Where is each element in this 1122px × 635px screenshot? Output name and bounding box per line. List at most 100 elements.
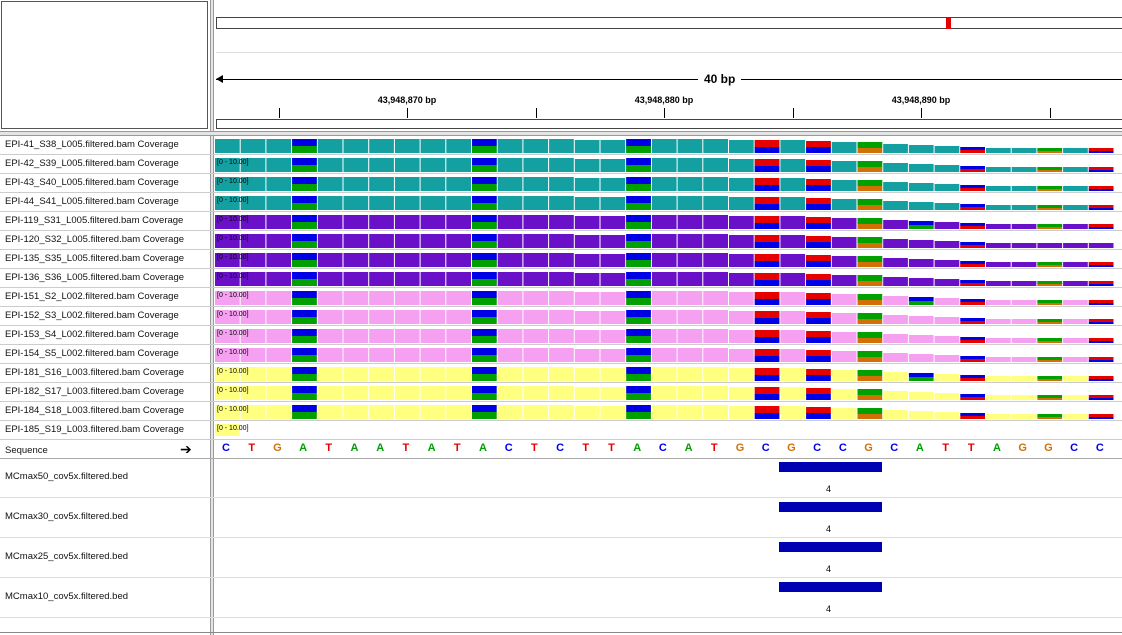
mismatch-allele-bar[interactable]	[1088, 186, 1114, 189]
coverage-bar[interactable]	[703, 272, 728, 286]
mismatch-allele-bar[interactable]	[292, 298, 317, 305]
coverage-bar[interactable]	[240, 291, 266, 305]
mismatch-allele-bar[interactable]	[626, 367, 651, 374]
coverage-bar[interactable]	[1011, 243, 1037, 248]
mismatch-allele-bar[interactable]	[292, 367, 317, 374]
coverage-bar[interactable]	[420, 329, 446, 343]
mismatch-allele-bar[interactable]	[960, 302, 985, 305]
coverage-bar[interactable]	[215, 329, 240, 343]
coverage-bar[interactable]	[986, 376, 1011, 381]
mismatch-allele-bar[interactable]	[626, 279, 651, 286]
mismatch-allele-bar[interactable]	[292, 146, 317, 153]
coverage-bar[interactable]	[934, 165, 960, 172]
mismatch-allele-bar[interactable]	[857, 281, 883, 286]
mismatch-allele-bar[interactable]	[754, 242, 780, 248]
coverage-tracks-area[interactable]	[214, 136, 1122, 436]
coverage-bar[interactable]	[523, 405, 549, 419]
coverage-bar[interactable]	[574, 387, 600, 400]
coverage-bar[interactable]	[446, 405, 471, 419]
coverage-bar[interactable]	[497, 272, 523, 286]
mismatch-allele-bar[interactable]	[1037, 357, 1063, 360]
coverage-bar[interactable]	[394, 367, 420, 381]
coverage-bar[interactable]	[1063, 281, 1088, 286]
mismatch-allele-bar[interactable]	[626, 196, 651, 203]
mismatch-allele-bar[interactable]	[1037, 148, 1063, 151]
mismatch-allele-bar[interactable]	[1088, 284, 1114, 286]
mismatch-allele-bar[interactable]	[472, 355, 497, 362]
mismatch-allele-bar[interactable]	[754, 159, 780, 166]
coverage-bar[interactable]	[908, 202, 934, 210]
mismatch-allele-bar[interactable]	[1037, 151, 1063, 153]
coverage-bar[interactable]	[420, 234, 446, 248]
coverage-bar[interactable]	[677, 310, 703, 324]
coverage-bar[interactable]	[986, 414, 1011, 419]
mismatch-allele-bar[interactable]	[960, 299, 985, 302]
coverage-bar[interactable]	[394, 253, 420, 267]
coverage-bar[interactable]	[523, 158, 549, 172]
mismatch-allele-bar[interactable]	[857, 313, 883, 319]
coverage-bar[interactable]	[729, 349, 754, 362]
coverage-bar[interactable]	[986, 395, 1011, 400]
coverage-bar[interactable]	[780, 178, 806, 191]
mismatch-allele-bar[interactable]	[960, 242, 985, 245]
coverage-bar[interactable]	[549, 139, 574, 153]
coverage-bar[interactable]	[908, 392, 934, 400]
mismatch-allele-bar[interactable]	[908, 221, 934, 225]
mismatch-allele-bar[interactable]	[806, 388, 831, 394]
coverage-bar[interactable]	[883, 258, 908, 267]
coverage-bar[interactable]	[1063, 376, 1088, 381]
coverage-bar[interactable]	[446, 234, 471, 248]
coverage-bar[interactable]	[446, 329, 471, 343]
mismatch-allele-bar[interactable]	[626, 310, 651, 317]
mismatch-allele-bar[interactable]	[626, 405, 651, 412]
coverage-bar[interactable]	[549, 386, 574, 400]
coverage-bar[interactable]	[677, 139, 703, 153]
coverage-bar[interactable]	[523, 215, 549, 229]
coverage-bar[interactable]	[317, 405, 343, 419]
coverage-bar[interactable]	[934, 241, 960, 248]
coverage-bar[interactable]	[651, 405, 677, 419]
coverage-bar[interactable]	[651, 196, 677, 210]
mismatch-allele-bar[interactable]	[1088, 262, 1114, 265]
mismatch-allele-bar[interactable]	[806, 261, 831, 267]
coverage-bar[interactable]	[934, 393, 960, 400]
mismatch-allele-bar[interactable]	[626, 260, 651, 267]
coverage-bar[interactable]	[1011, 376, 1037, 381]
coverage-bar[interactable]	[703, 234, 728, 248]
mismatch-allele-bar[interactable]	[806, 356, 831, 362]
mismatch-allele-bar[interactable]	[472, 348, 497, 355]
mismatch-allele-bar[interactable]	[857, 243, 883, 248]
mismatch-allele-bar[interactable]	[857, 199, 883, 205]
mismatch-allele-bar[interactable]	[857, 294, 883, 300]
mismatch-allele-bar[interactable]	[806, 350, 831, 356]
mismatch-allele-bar[interactable]	[292, 329, 317, 336]
coverage-bar[interactable]	[677, 234, 703, 248]
mismatch-allele-bar[interactable]	[292, 260, 317, 267]
coverage-bar[interactable]	[549, 291, 574, 305]
coverage-bar[interactable]	[600, 368, 626, 381]
mismatch-allele-bar[interactable]	[292, 184, 317, 191]
mismatch-allele-bar[interactable]	[857, 218, 883, 224]
coverage-bar[interactable]	[240, 139, 266, 153]
coverage-bar[interactable]	[497, 405, 523, 419]
mismatch-allele-bar[interactable]	[472, 241, 497, 248]
coverage-bar[interactable]	[600, 330, 626, 343]
coverage-bar[interactable]	[831, 142, 857, 153]
coverage-bar[interactable]	[703, 291, 728, 305]
coverage-bar[interactable]	[446, 253, 471, 267]
mismatch-allele-bar[interactable]	[1037, 284, 1063, 286]
mismatch-allele-bar[interactable]	[960, 280, 985, 283]
coverage-bar[interactable]	[1011, 186, 1037, 191]
mismatch-allele-bar[interactable]	[960, 318, 985, 321]
mismatch-allele-bar[interactable]	[806, 255, 831, 261]
coverage-bar[interactable]	[1011, 262, 1037, 267]
coverage-bar[interactable]	[240, 310, 266, 324]
coverage-bar[interactable]	[574, 140, 600, 153]
mismatch-allele-bar[interactable]	[960, 321, 985, 324]
coverage-bar[interactable]	[908, 335, 934, 343]
mismatch-allele-bar[interactable]	[1088, 281, 1114, 284]
mismatch-allele-bar[interactable]	[1088, 379, 1114, 381]
coverage-bar[interactable]	[729, 140, 754, 153]
coverage-bar[interactable]	[317, 272, 343, 286]
